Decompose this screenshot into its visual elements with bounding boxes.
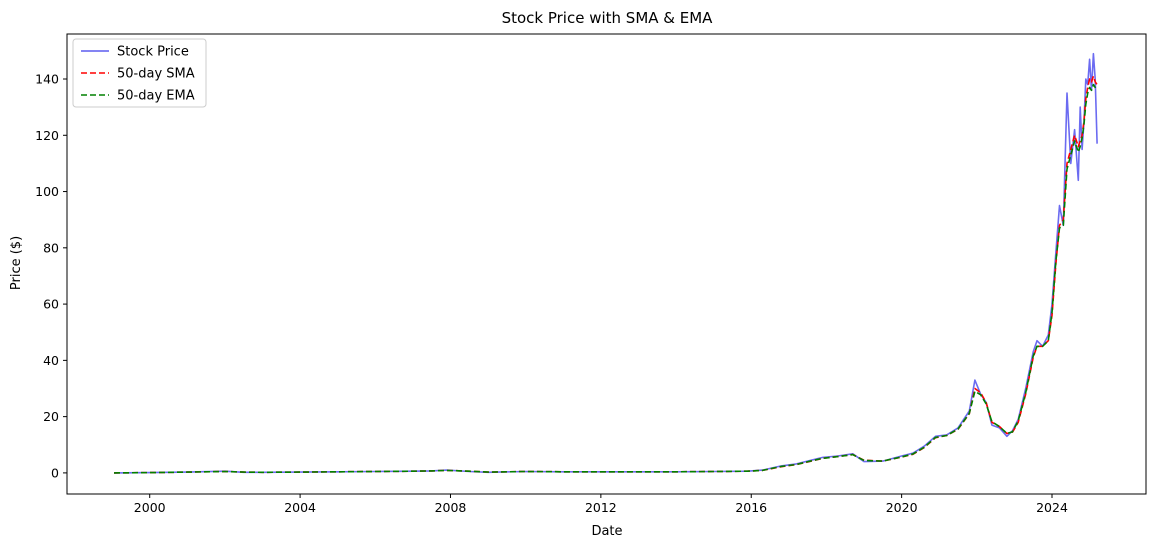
x-tick-label: 2020 [886, 500, 918, 515]
series-line-stock-price [113, 52, 1098, 474]
y-tick-label: 60 [43, 297, 59, 312]
x-axis-label: Date [591, 524, 622, 539]
legend-box [72, 38, 207, 108]
series-line-50-day-ema [113, 83, 1098, 474]
x-tick-label: 2012 [585, 500, 617, 515]
x-tick-label: 2000 [134, 500, 166, 515]
y-tick-label: 0 [51, 465, 59, 480]
axes-frame [66, 33, 1147, 495]
legend: Stock Price 50-day SMA 50-day EMA [72, 38, 207, 108]
legend-label: 50-day EMA [117, 89, 195, 104]
y-tick-label: 100 [35, 184, 59, 199]
legend-label: Stock Price [117, 45, 189, 60]
x-tick-label: 2024 [1036, 500, 1068, 515]
y-axis-label: Price ($) [9, 236, 24, 290]
y-axis: 0 20 40 60 80 100 120 140 [35, 72, 67, 480]
legend-label: 50-day SMA [117, 67, 195, 82]
y-tick-label: 40 [43, 353, 59, 368]
chart-title: Stock Price with SMA & EMA [502, 9, 714, 27]
y-tick-label: 80 [43, 240, 59, 255]
x-tick-label: 2008 [435, 500, 467, 515]
x-tick-label: 2004 [284, 500, 316, 515]
series-layer [113, 52, 1098, 474]
y-tick-label: 120 [35, 128, 59, 143]
series-line-50-day-sma [113, 75, 1098, 474]
x-axis: 2000 2004 2008 2012 2016 2020 2024 [134, 494, 1068, 515]
x-tick-label: 2016 [735, 500, 767, 515]
y-tick-label: 20 [43, 409, 59, 424]
y-tick-label: 140 [35, 72, 59, 87]
